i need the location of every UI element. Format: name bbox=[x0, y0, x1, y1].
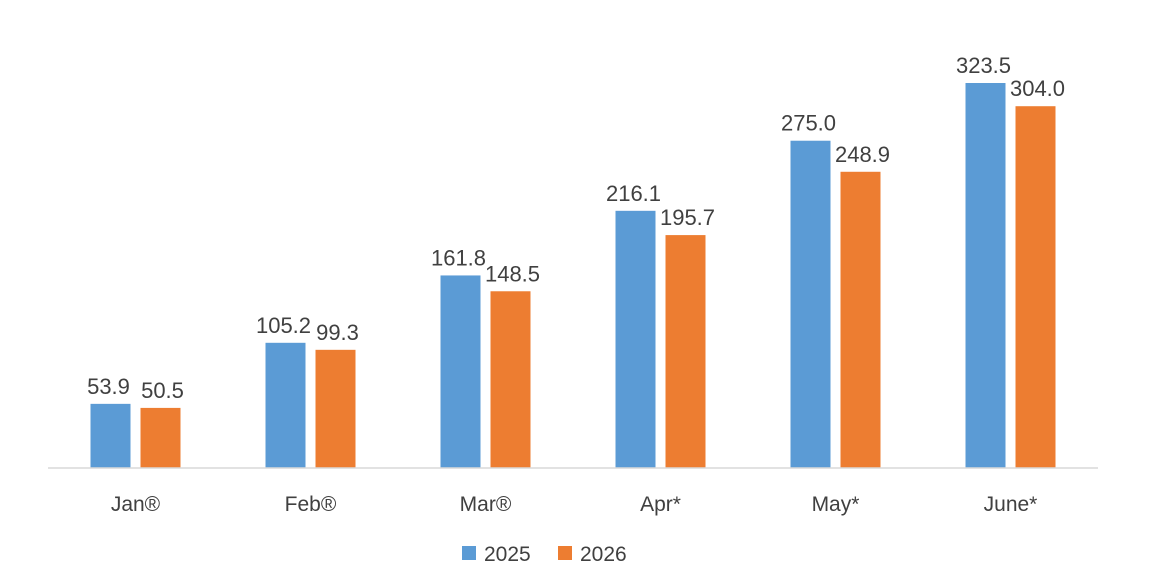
category-label-2: Mar® bbox=[460, 493, 512, 516]
bar-2026-3 bbox=[665, 235, 706, 468]
category-label-3: Apr* bbox=[640, 493, 681, 516]
bar-2026-0 bbox=[140, 407, 181, 468]
value-label-2025-5: 323.5 bbox=[956, 53, 1011, 78]
value-label-2026-1: 99.3 bbox=[316, 320, 359, 345]
bar-2026-2 bbox=[490, 291, 531, 468]
value-label-2026-4: 248.9 bbox=[835, 142, 890, 167]
value-label-2026-0: 50.5 bbox=[141, 378, 184, 403]
bar-2026-4 bbox=[840, 171, 881, 468]
bar-2025-5 bbox=[965, 83, 1006, 468]
legend-swatch-2025 bbox=[462, 546, 476, 560]
value-label-2025-0: 53.9 bbox=[87, 374, 130, 399]
bar-2025-4 bbox=[790, 140, 831, 468]
legend-swatch-2026 bbox=[558, 546, 572, 560]
bar-2026-1 bbox=[315, 349, 356, 468]
value-label-2026-2: 148.5 bbox=[485, 261, 540, 286]
value-label-2026-3: 195.7 bbox=[660, 205, 715, 230]
category-label-1: Feb® bbox=[285, 493, 337, 516]
category-labels-group: Jan® Feb® Mar® Apr* May* June* bbox=[111, 493, 1038, 516]
value-label-2025-3: 216.1 bbox=[606, 181, 661, 206]
legend: 2025 2026 bbox=[462, 543, 627, 566]
category-label-4: May* bbox=[812, 493, 860, 516]
value-label-2026-5: 304.0 bbox=[1010, 76, 1065, 101]
bar-2025-3 bbox=[615, 210, 656, 468]
category-label-5: June* bbox=[984, 493, 1038, 516]
value-label-2025-2: 161.8 bbox=[431, 245, 486, 270]
bar-2026-5 bbox=[1015, 106, 1056, 469]
bars-group bbox=[90, 83, 1056, 469]
bar-2025-1 bbox=[265, 342, 306, 468]
category-label-0: Jan® bbox=[111, 493, 161, 516]
value-label-2025-4: 275.0 bbox=[781, 111, 836, 136]
bar-2025-2 bbox=[440, 275, 481, 468]
legend-label-2026: 2026 bbox=[580, 543, 627, 566]
bar-2025-0 bbox=[90, 403, 131, 468]
value-label-2025-1: 105.2 bbox=[256, 313, 311, 338]
legend-label-2025: 2025 bbox=[484, 543, 531, 566]
